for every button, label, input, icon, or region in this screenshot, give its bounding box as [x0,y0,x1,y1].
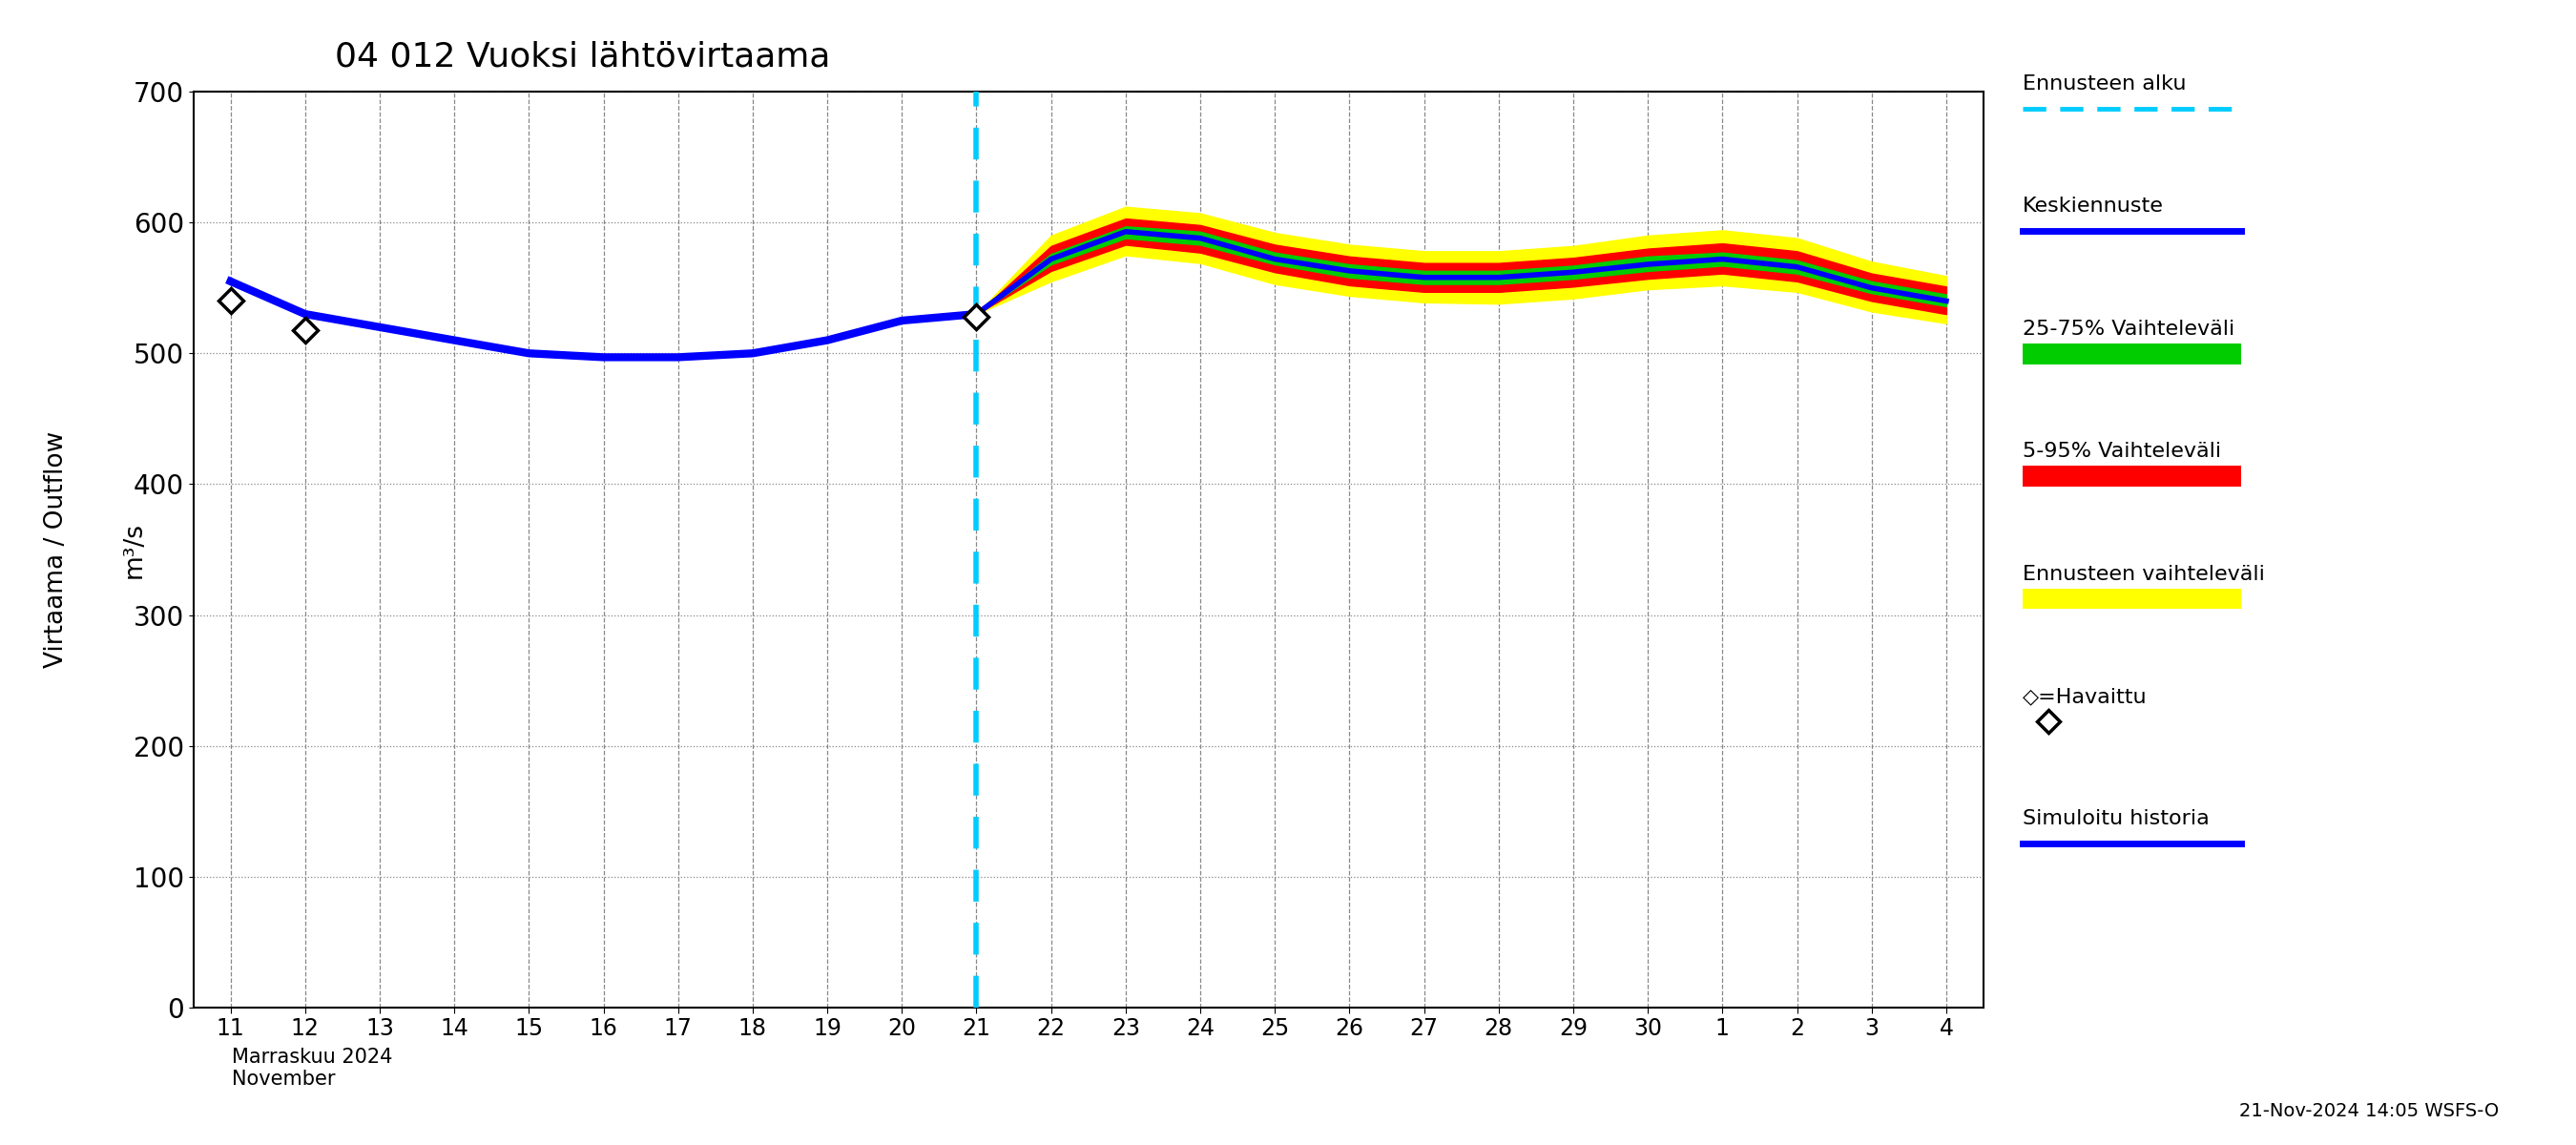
Text: 04 012 Vuoksi lähtövirtaama: 04 012 Vuoksi lähtövirtaama [335,40,829,72]
Text: 5-95% Vaihteleväli: 5-95% Vaihteleväli [2022,442,2221,461]
Text: 25-75% Vaihteleväli: 25-75% Vaihteleväli [2022,319,2233,339]
Text: Virtaama / Outflow: Virtaama / Outflow [44,432,70,668]
Text: Ennusteen alku: Ennusteen alku [2022,74,2187,94]
Text: ◇=Havaittu: ◇=Havaittu [2022,687,2146,706]
Text: Simuloitu historia: Simuloitu historia [2022,810,2208,829]
Text: m³/s: m³/s [121,521,147,578]
Text: Ennusteen vaihteleväli: Ennusteen vaihteleväli [2022,564,2264,584]
Text: 21-Nov-2024 14:05 WSFS-O: 21-Nov-2024 14:05 WSFS-O [2239,1101,2499,1120]
Text: Marraskuu 2024
November: Marraskuu 2024 November [232,1048,392,1089]
Text: Keskiennuste: Keskiennuste [2022,197,2164,216]
